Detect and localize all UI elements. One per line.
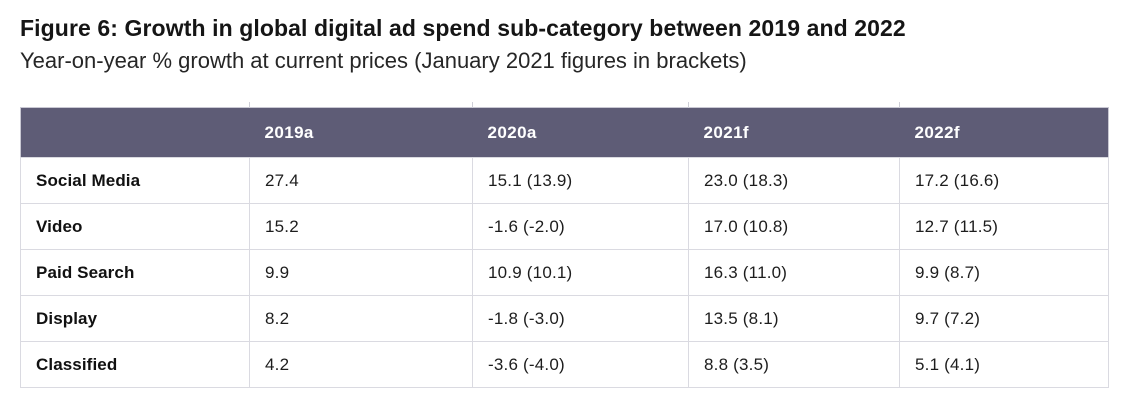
cell-value: 23.0 (18.3) bbox=[688, 157, 900, 204]
table-container: 2019a 2020a 2021f 2022f Social Media 27.… bbox=[20, 102, 1109, 388]
cell-value: -3.6 (-4.0) bbox=[472, 341, 689, 388]
row-label: Paid Search bbox=[20, 249, 250, 296]
cell-value: 12.7 (11.5) bbox=[899, 203, 1109, 250]
cell-value: 4.2 bbox=[249, 341, 473, 388]
cell-value: 8.8 (3.5) bbox=[688, 341, 900, 388]
table-body: Social Media 27.4 15.1 (13.9) 23.0 (18.3… bbox=[20, 157, 1109, 388]
cell-value: 13.5 (8.1) bbox=[688, 295, 900, 342]
column-header-2019a: 2019a bbox=[249, 107, 473, 158]
row-label: Social Media bbox=[20, 157, 250, 204]
table-row: Paid Search 9.9 10.9 (10.1) 16.3 (11.0) … bbox=[20, 249, 1109, 296]
cell-value: 9.7 (7.2) bbox=[899, 295, 1109, 342]
column-header-2022f: 2022f bbox=[899, 107, 1109, 158]
ad-spend-growth-table: 2019a 2020a 2021f 2022f Social Media 27.… bbox=[20, 107, 1109, 388]
column-divider-tick bbox=[899, 102, 900, 108]
figure-title: Figure 6: Growth in global digital ad sp… bbox=[20, 15, 906, 41]
column-header-2021f: 2021f bbox=[688, 107, 900, 158]
table-header: 2019a 2020a 2021f 2022f bbox=[20, 107, 1109, 158]
cell-value: -1.6 (-2.0) bbox=[472, 203, 689, 250]
table-row: Classified 4.2 -3.6 (-4.0) 8.8 (3.5) 5.1… bbox=[20, 341, 1109, 388]
cell-value: 27.4 bbox=[249, 157, 473, 204]
figure-subtitle: Year-on-year % growth at current prices … bbox=[20, 48, 747, 73]
cell-value: 5.1 (4.1) bbox=[899, 341, 1109, 388]
table-row: Display 8.2 -1.8 (-3.0) 13.5 (8.1) 9.7 (… bbox=[20, 295, 1109, 342]
row-label: Classified bbox=[20, 341, 250, 388]
column-header-2020a: 2020a bbox=[472, 107, 689, 158]
cell-value: 17.0 (10.8) bbox=[688, 203, 900, 250]
table-row: Social Media 27.4 15.1 (13.9) 23.0 (18.3… bbox=[20, 157, 1109, 204]
column-divider-tick bbox=[249, 102, 250, 108]
cell-value: 15.1 (13.9) bbox=[472, 157, 689, 204]
table-row: Video 15.2 -1.6 (-2.0) 17.0 (10.8) 12.7 … bbox=[20, 203, 1109, 250]
cell-value: -1.8 (-3.0) bbox=[472, 295, 689, 342]
header-row: 2019a 2020a 2021f 2022f bbox=[20, 107, 1109, 158]
row-label: Display bbox=[20, 295, 250, 342]
row-label: Video bbox=[20, 203, 250, 250]
cell-value: 9.9 (8.7) bbox=[899, 249, 1109, 296]
cell-value: 8.2 bbox=[249, 295, 473, 342]
column-divider-tick bbox=[688, 102, 689, 108]
cell-value: 16.3 (11.0) bbox=[688, 249, 900, 296]
column-divider-tick bbox=[472, 102, 473, 108]
cell-value: 9.9 bbox=[249, 249, 473, 296]
cell-value: 10.9 (10.1) bbox=[472, 249, 689, 296]
cell-value: 17.2 (16.6) bbox=[899, 157, 1109, 204]
cell-value: 15.2 bbox=[249, 203, 473, 250]
column-header-blank bbox=[20, 107, 250, 158]
